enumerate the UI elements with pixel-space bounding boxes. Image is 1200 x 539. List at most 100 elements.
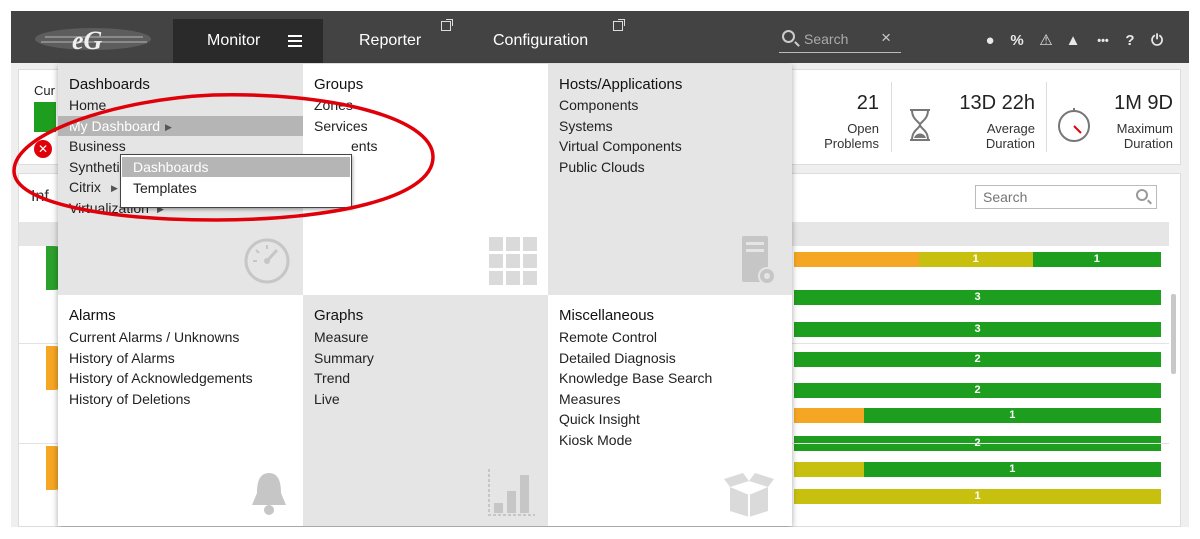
open-box-icon — [724, 473, 774, 517]
menu-item-summary[interactable]: Summary — [314, 350, 374, 366]
menu-item-knowledge-base-search[interactable]: Knowledge Base Search — [559, 370, 713, 386]
scrollbar-thumb[interactable] — [1171, 294, 1176, 374]
menu-item-trend[interactable]: Trend — [314, 370, 351, 386]
my-dashboard-submenu: Dashboards Templates — [120, 154, 352, 208]
bell-icon[interactable]: ▲ — [1065, 32, 1081, 49]
menu-item-components[interactable]: Components — [559, 97, 639, 113]
alarms-heading: Alarms — [69, 307, 116, 324]
menu-item-home[interactable]: Home — [69, 97, 107, 113]
open-problems-stat[interactable]: 21 Open Problems — [779, 70, 879, 166]
submenu-item-templates[interactable]: Templates — [133, 180, 197, 196]
chevron-right-icon: ▶ — [157, 204, 164, 214]
monitor-tab[interactable]: Monitor — [173, 19, 323, 63]
speedometer-icon — [244, 238, 290, 284]
hosts-applications-section: Hosts/Applications Components Systems Vi… — [548, 64, 792, 295]
menu-item-public-clouds[interactable]: Public Clouds — [559, 159, 645, 175]
server-icon — [742, 236, 776, 285]
help-icon[interactable]: ? — [1125, 32, 1135, 49]
bar-chart-icon — [488, 469, 535, 516]
monitor-mega-menu: Dashboards Home My Dashboard ▶ Business … — [58, 64, 792, 526]
status-bar-segment: 3 — [794, 290, 1161, 305]
svg-text:eG: eG — [72, 26, 103, 55]
status-bar[interactable]: 2 — [794, 352, 1161, 367]
user-icon[interactable]: ● — [985, 32, 995, 49]
bell-icon — [252, 473, 286, 515]
menu-item-segments-partial[interactable]: ents — [351, 138, 378, 154]
chevron-right-icon: ▶ — [165, 122, 172, 132]
stopwatch-icon — [1058, 108, 1090, 142]
menu-item-systems[interactable]: Systems — [559, 118, 613, 134]
my-dashboard-highlight — [58, 116, 303, 136]
status-bar-segment: 1 — [863, 408, 1161, 423]
menu-item-history-of-alarms[interactable]: History of Alarms — [69, 350, 175, 366]
maximum-duration-label-2: Duration — [1123, 136, 1173, 151]
red-annotation-ellipse — [12, 93, 435, 222]
eg-logo[interactable]: eG — [33, 19, 157, 57]
average-duration-stat[interactable]: 13D 22h Average Duration — [935, 70, 1035, 166]
status-bar[interactable]: 1 — [794, 408, 1161, 423]
infrastructure-search-input[interactable] — [975, 185, 1157, 209]
scrollbar[interactable] — [1170, 224, 1177, 524]
global-search: × — [779, 27, 901, 53]
hosts-applications-heading: Hosts/Applications — [559, 76, 683, 93]
menu-item-quick-insight[interactable]: Quick Insight — [559, 411, 640, 427]
more-icon[interactable]: ••• — [1097, 35, 1109, 47]
diagnosis-icon[interactable]: ⚠ — [1039, 32, 1053, 49]
graphs-section: Graphs Measure Summary Trend Live — [303, 295, 548, 526]
status-bar[interactable]: 2 — [794, 383, 1161, 398]
status-bar-segment: 1 — [1032, 252, 1161, 267]
menu-item-services[interactable]: Services — [314, 118, 368, 134]
link-icon[interactable]: % — [1010, 32, 1024, 49]
menu-item-history-of-deletions[interactable]: History of Deletions — [69, 391, 191, 407]
menu-item-kiosk-mode[interactable]: Kiosk Mode — [559, 432, 633, 448]
miscellaneous-heading: Miscellaneous — [559, 307, 655, 324]
status-bar[interactable]: 1 — [794, 462, 1161, 477]
configuration-tab[interactable]: Configuration — [493, 19, 588, 63]
status-bar-segment — [794, 408, 864, 423]
dashboards-heading: Dashboards — [69, 76, 150, 93]
menu-item-virtual-components[interactable]: Virtual Components — [559, 138, 682, 154]
maximum-duration-value: 1M 9D — [1114, 92, 1173, 114]
alarms-section: Alarms Current Alarms / Unknowns History… — [58, 295, 303, 526]
open-problems-label-2: Problems — [824, 136, 879, 151]
status-bar-segment: 1 — [918, 252, 1033, 267]
status-bar[interactable]: 1 — [794, 489, 1161, 504]
menu-item-my-dashboard[interactable]: My Dashboard — [69, 118, 161, 134]
open-problems-label: Open — [847, 121, 879, 136]
monitor-tab-label: Monitor — [207, 32, 261, 49]
divider — [1046, 82, 1047, 152]
average-duration-value: 13D 22h — [959, 92, 1035, 114]
menu-item-history-of-acknowledgements[interactable]: History of Acknowledgements — [69, 370, 253, 386]
power-icon[interactable]: ⏻ — [1151, 32, 1163, 49]
clear-search-icon[interactable]: × — [881, 28, 891, 47]
menu-item-remote-control[interactable]: Remote Control — [559, 329, 658, 345]
hamburger-icon[interactable] — [288, 35, 302, 47]
average-duration-label-2: Duration — [985, 136, 1035, 151]
reporter-tab-label: Reporter — [359, 32, 422, 49]
submenu-item-dashboards[interactable]: Dashboards — [122, 157, 350, 177]
status-bar-segment: 3 — [794, 322, 1161, 337]
status-bar[interactable]: 3 — [794, 322, 1161, 337]
menu-item-detailed-diagnosis[interactable]: Detailed Diagnosis — [559, 350, 676, 366]
menu-item-current-alarms[interactable]: Current Alarms / Unknowns — [69, 329, 240, 345]
menu-item-measure[interactable]: Measure — [314, 329, 369, 345]
global-search-input[interactable] — [804, 29, 874, 49]
status-green-block — [34, 102, 56, 132]
status-bar[interactable]: 3 — [794, 290, 1161, 305]
search-icon[interactable] — [1136, 189, 1148, 201]
top-navbar: eG Monitor Reporter Configuration × ● % … — [11, 11, 1189, 63]
menu-item-business[interactable]: Business — [69, 138, 126, 154]
graphs-heading: Graphs — [314, 307, 364, 324]
status-bar-segment: 2 — [794, 352, 1161, 367]
menu-item-synthetic[interactable]: Synthetic — [69, 159, 127, 175]
maximum-duration-stat[interactable]: 1M 9D Maximum Duration — [1079, 70, 1173, 166]
menu-item-measures[interactable]: Measures — [559, 391, 621, 407]
menu-item-citrix[interactable]: Citrix — [69, 179, 101, 195]
reporter-tab[interactable]: Reporter — [359, 19, 421, 63]
configuration-tab-label: Configuration — [493, 32, 589, 49]
status-bar-segment: 1 — [863, 462, 1161, 477]
menu-item-live[interactable]: Live — [314, 391, 340, 407]
hourglass-icon — [910, 109, 930, 141]
groups-heading: Groups — [314, 76, 364, 93]
